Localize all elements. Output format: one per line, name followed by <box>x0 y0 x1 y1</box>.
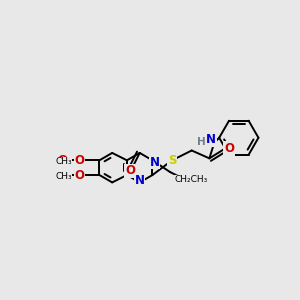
Text: CH₃: CH₃ <box>56 157 72 166</box>
Text: H: H <box>197 137 206 147</box>
Text: O: O <box>75 154 85 167</box>
Text: O: O <box>57 154 67 167</box>
Text: CH₂CH₃: CH₂CH₃ <box>174 176 207 184</box>
Text: O: O <box>75 169 85 182</box>
Text: N: N <box>135 174 145 187</box>
Text: O: O <box>224 142 234 155</box>
Text: S: S <box>168 154 176 167</box>
Text: CH₃: CH₃ <box>56 172 72 181</box>
Text: N: N <box>149 156 159 169</box>
Text: O: O <box>125 164 135 177</box>
Text: N: N <box>206 133 216 146</box>
